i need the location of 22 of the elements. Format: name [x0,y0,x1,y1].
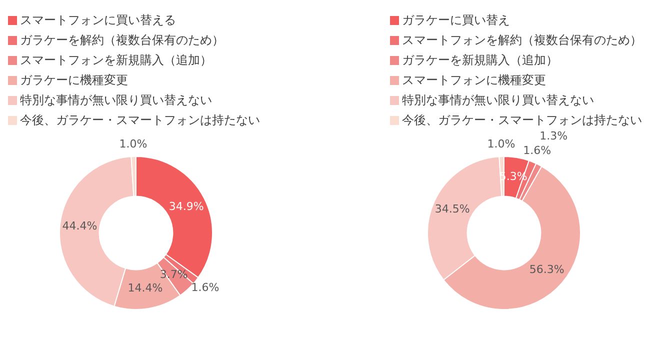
data-label: 1.6% [523,144,552,157]
legend-label: スマートフォンに買い替える [20,12,176,28]
legend-label: ガラケーに機種変更 [20,72,128,88]
legend-label: スマートフォンを新規購入（追加） [20,52,212,68]
legend-label: 特別な事情が無い限り買い替えない [402,92,594,108]
data-label: 1.0% [119,137,148,150]
data-label: 56.3% [529,262,564,276]
legend-label: スマートフォンに機種変更 [402,72,546,88]
data-label: 1.0% [487,137,516,150]
legend-label: スマートフォンを解約（複数台保有のため） [402,32,642,48]
legend-label: ガラケーを新規購入（追加） [402,52,558,68]
legend-label: 今後、ガラケー・スマートフォンは持たない [20,112,260,128]
data-label: 1.3% [540,129,568,142]
legend-label: ガラケーに買い替え [402,12,510,28]
legend-label: 特別な事情が無い限り買い替えない [20,92,212,108]
legend-label: ガラケーを解約（複数台保有のため） [20,32,224,48]
data-label: 34.5% [434,202,470,216]
data-label: 1.6% [191,280,220,294]
legend-label: 今後、ガラケー・スマートフォンは持たない [402,112,642,128]
data-label: 34.9% [168,200,204,213]
data-label: 14.4% [128,282,163,295]
data-label: 44.4% [62,219,98,232]
